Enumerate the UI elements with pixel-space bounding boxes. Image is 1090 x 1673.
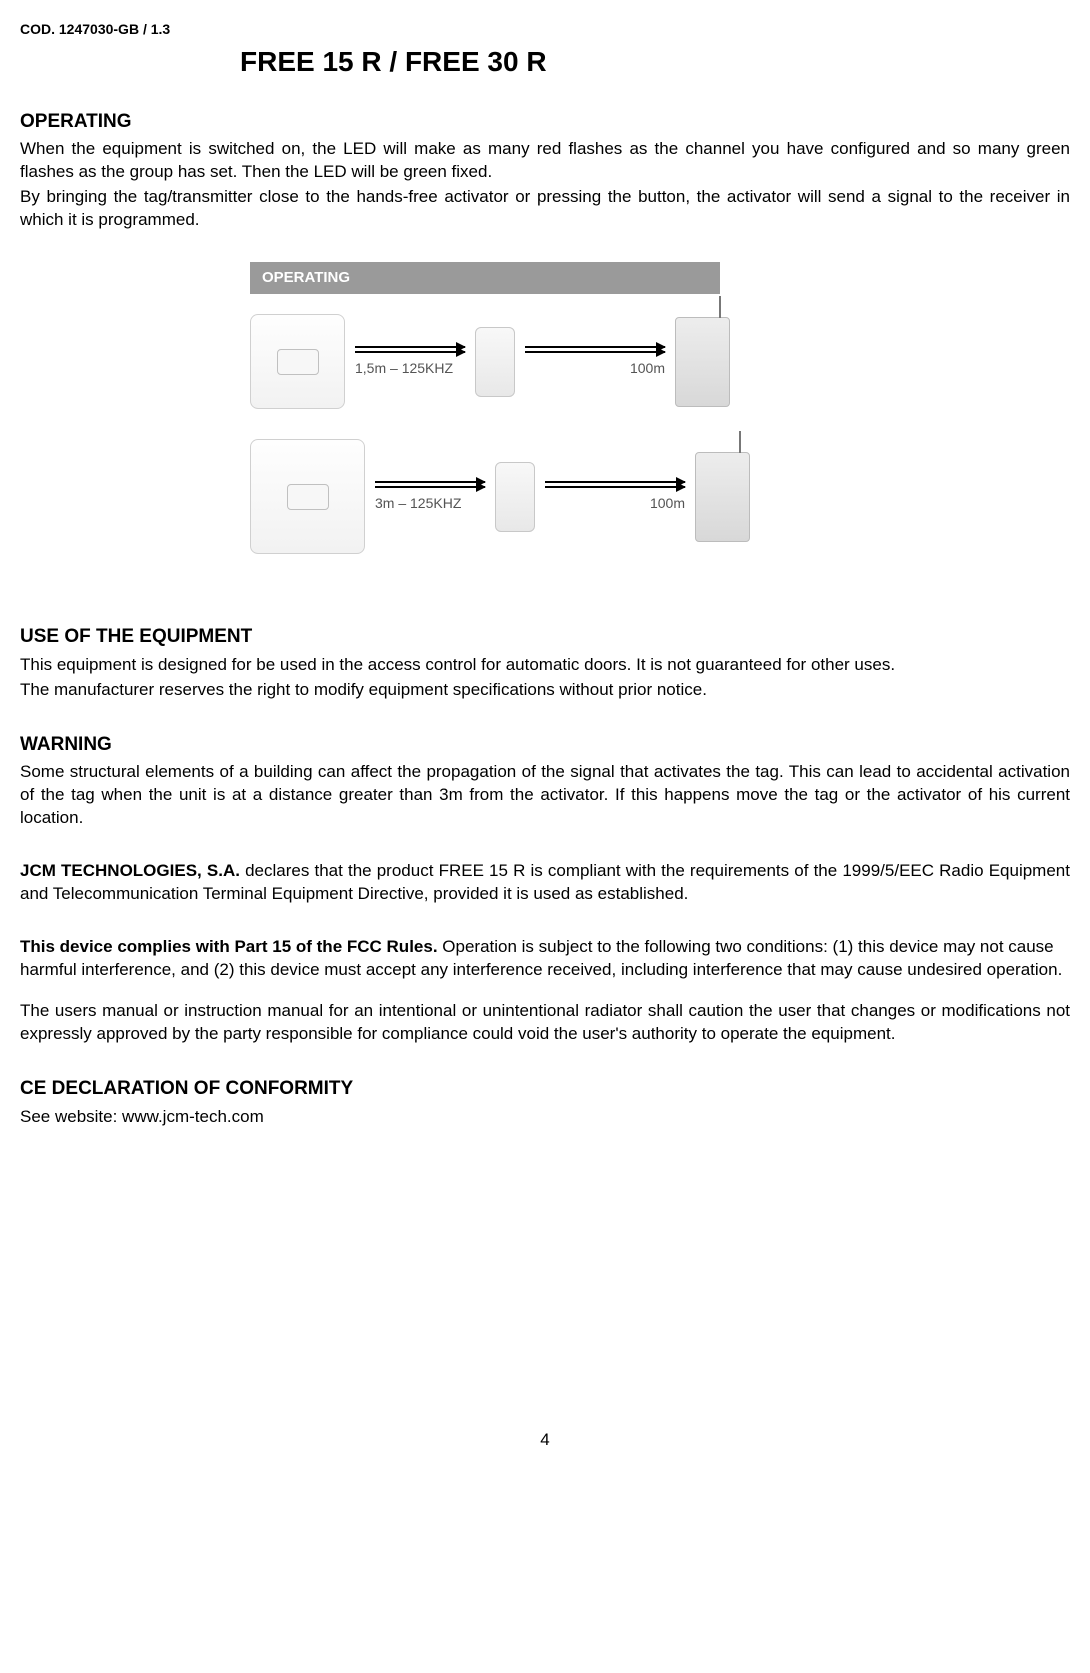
activator-small-icon — [250, 314, 345, 409]
operating-p2: By bringing the tag/transmitter close to… — [20, 186, 1070, 232]
warning-section: WARNING Some structural elements of a bu… — [20, 732, 1070, 830]
ce-heading: CE DECLARATION OF CONFORMITY — [20, 1076, 1070, 1102]
arrow-icon — [355, 346, 465, 348]
activator-inner-icon — [287, 484, 329, 510]
fcc-section: This device complies with Part 15 of the… — [20, 936, 1070, 1046]
fcc-bold: This device complies with Part 15 of the… — [20, 937, 438, 956]
warning-heading: WARNING — [20, 732, 1070, 758]
use-section: USE OF THE EQUIPMENT This equipment is d… — [20, 624, 1070, 702]
fcc-p2: The users manual or instruction manual f… — [20, 1000, 1070, 1046]
receiver-icon — [675, 317, 730, 407]
diagram-header: OPERATING — [250, 262, 720, 294]
jcm-bold: JCM TECHNOLOGIES, S.A. — [20, 861, 240, 880]
operating-p1: When the equipment is switched on, the L… — [20, 138, 1070, 184]
arrow-icon — [525, 351, 665, 353]
warning-p1: Some structural elements of a building c… — [20, 761, 1070, 830]
use-heading: USE OF THE EQUIPMENT — [20, 624, 1070, 650]
freq-label-2: 3m – 125KHZ — [375, 494, 485, 513]
jcm-para: JCM TECHNOLOGIES, S.A. declares that the… — [20, 860, 1070, 906]
document-code: COD. 1247030-GB / 1.3 — [20, 20, 1070, 39]
arrow-dist-2: 100m — [545, 481, 685, 513]
arrow-icon — [375, 486, 485, 488]
diagram-body: 1,5m – 125KHZ 100m 3m – 125K — [250, 294, 1070, 594]
diagram-row-2: 3m – 125KHZ 100m — [250, 439, 1070, 554]
use-p2: The manufacturer reserves the right to m… — [20, 679, 1070, 702]
dist-label-2: 100m — [545, 494, 685, 513]
use-p1: This equipment is designed for be used i… — [20, 654, 1070, 677]
freq-label-1: 1,5m – 125KHZ — [355, 359, 465, 378]
arrow-freq-2: 3m – 125KHZ — [375, 481, 485, 513]
dist-label-1: 100m — [525, 359, 665, 378]
arrow-icon — [375, 481, 485, 483]
activator-large-icon — [250, 439, 365, 554]
arrow-icon — [545, 486, 685, 488]
arrow-icon — [545, 481, 685, 483]
ce-p1: See website: www.jcm-tech.com — [20, 1106, 1070, 1129]
operating-section: OPERATING When the equipment is switched… — [20, 109, 1070, 232]
jcm-section: JCM TECHNOLOGIES, S.A. declares that the… — [20, 860, 1070, 906]
fcc-p1: This device complies with Part 15 of the… — [20, 936, 1070, 982]
receiver-icon — [695, 452, 750, 542]
arrow-icon — [525, 346, 665, 348]
tag-icon — [475, 327, 515, 397]
main-title: FREE 15 R / FREE 30 R — [240, 43, 1070, 81]
ce-section: CE DECLARATION OF CONFORMITY See website… — [20, 1076, 1070, 1129]
arrow-freq-1: 1,5m – 125KHZ — [355, 346, 465, 378]
arrow-dist-1: 100m — [525, 346, 665, 378]
page-number: 4 — [20, 1429, 1070, 1452]
diagram-row-1: 1,5m – 125KHZ 100m — [250, 314, 1070, 409]
activator-inner-icon — [277, 349, 319, 375]
operating-diagram: OPERATING 1,5m – 125KHZ 100m — [250, 262, 1070, 594]
tag-icon — [495, 462, 535, 532]
arrow-icon — [355, 351, 465, 353]
operating-heading: OPERATING — [20, 109, 1070, 135]
